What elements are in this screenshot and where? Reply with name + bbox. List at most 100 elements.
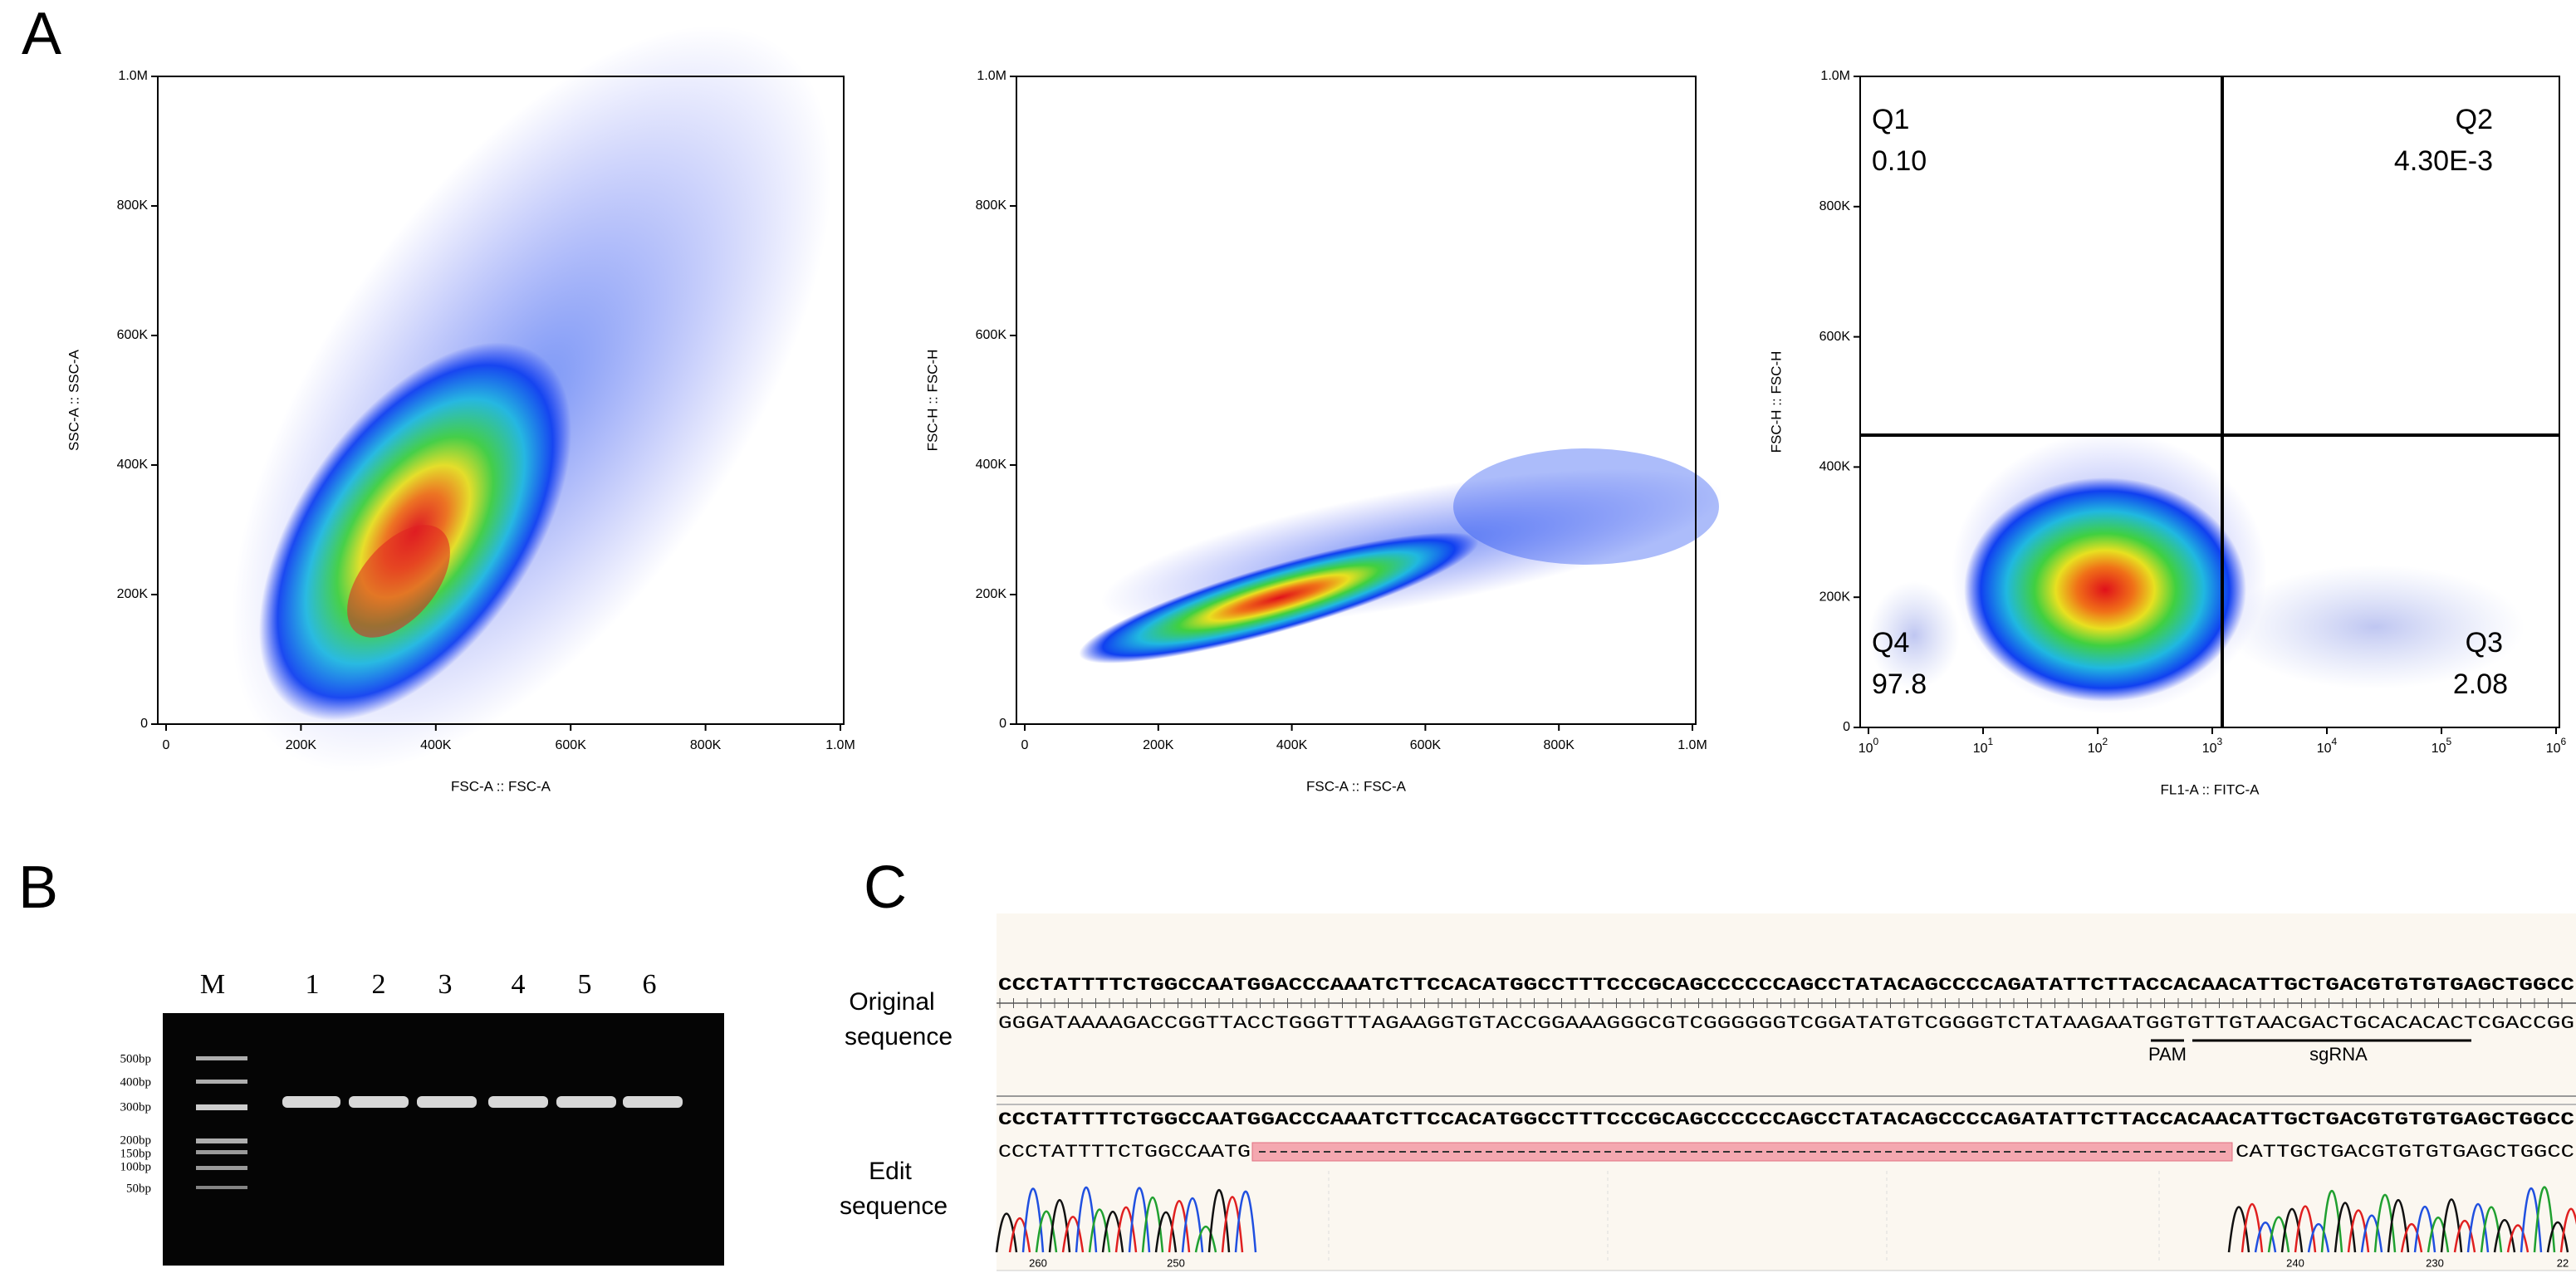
- sequence: GGGATAAAAGACCGGTTACCTGGGTTTAGAAGGTGTACCG…: [998, 1013, 2574, 1034]
- trace-peak: [2360, 1214, 2383, 1253]
- trace-peak: [2453, 1220, 2476, 1253]
- trace-peak: [1194, 1225, 1217, 1253]
- ladder-label: 400bp: [120, 1075, 152, 1089]
- ladder-label: 300bp: [120, 1100, 152, 1114]
- trace-peak: [2506, 1224, 2529, 1253]
- trace-peak: [1128, 1187, 1151, 1253]
- lane-label: 5: [578, 969, 592, 1000]
- y-tick-label: 400K: [117, 458, 149, 472]
- tick-exp: 4: [2332, 736, 2338, 747]
- trace-peak: [2533, 1186, 2556, 1253]
- trace-peak: [2400, 1222, 2423, 1253]
- panel-label: B: [18, 854, 58, 921]
- tick-base: 10: [2088, 742, 2103, 756]
- trace-peak: [2254, 1222, 2277, 1253]
- trace-peak: [1008, 1217, 1031, 1253]
- sequence: CATTGCTGACGTGTGTGAGCTGGCC: [2236, 1142, 2574, 1163]
- trace-peak: [1101, 1210, 1124, 1253]
- trace-peak: [2546, 1222, 2569, 1253]
- tick-base: 10: [1973, 742, 1988, 756]
- y-tick-label: 0: [1843, 720, 1850, 734]
- x-tick-label: 101: [1973, 736, 1994, 756]
- x-tick-label: 106: [2546, 736, 2567, 756]
- y-tick-label: 1.0M: [1820, 69, 1850, 83]
- ladder-label: 50bp: [126, 1182, 151, 1195]
- position-label: 260: [1029, 1256, 1047, 1269]
- y-tick-label: 0: [999, 717, 1006, 731]
- x-tick-label: 100: [1859, 736, 1879, 756]
- density-plot: [1079, 448, 1723, 663]
- y-tick-label: 200K: [1819, 590, 1851, 604]
- position-label: 250: [1167, 1256, 1185, 1269]
- tick-base: 10: [1859, 742, 1873, 756]
- y-tick-label: 800K: [976, 198, 1007, 213]
- position-label: 22: [2557, 1256, 2569, 1269]
- row-label: Original: [849, 988, 934, 1016]
- y-tick-label: 400K: [976, 458, 1007, 472]
- lane-label: 4: [512, 969, 526, 1000]
- tick-base: 10: [2317, 742, 2332, 756]
- tick-base: 10: [2546, 742, 2561, 756]
- tick-exp: 3: [2217, 736, 2223, 747]
- quadrant-value: 97.8: [1872, 668, 1927, 700]
- tick-base: 10: [2202, 742, 2217, 756]
- y-tick-label: 800K: [117, 198, 149, 213]
- sequence-panel: [997, 913, 2576, 1271]
- trace-peak: [2520, 1187, 2543, 1253]
- y-tick-label: 800K: [1819, 199, 1851, 213]
- gel-bands: [196, 1056, 683, 1189]
- lane-label: 6: [643, 969, 657, 1000]
- ladder-label: 500bp: [120, 1052, 152, 1065]
- x-tick-label: 105: [2432, 736, 2452, 756]
- y-tick-label: 200K: [117, 587, 149, 601]
- y-axis-label: SSC-A :: SSC-A: [66, 349, 81, 451]
- lane-label: 3: [438, 969, 453, 1000]
- density-plot: [1868, 432, 2525, 714]
- x-axis-label: FSC-A :: FSC-A: [451, 778, 551, 794]
- quadrant-value: 2.08: [2453, 668, 2508, 700]
- x-axis-label: FSC-A :: FSC-A: [1306, 778, 1407, 794]
- chromatogram-grid: [1328, 1171, 2160, 1262]
- trace-peak: [1207, 1189, 1231, 1253]
- trace-peak: [2466, 1203, 2490, 1253]
- trace-peak: [1234, 1190, 1257, 1253]
- x-tick-label: 1.0M: [825, 738, 855, 752]
- ladder-label: 100bp: [120, 1160, 152, 1173]
- lane-label: 2: [372, 969, 386, 1000]
- panel-label: C: [864, 854, 907, 921]
- lane-label: 1: [306, 969, 320, 1000]
- x-axis-label: FL1-A :: FITC-A: [2160, 781, 2260, 797]
- y-tick-label: 600K: [1819, 330, 1851, 344]
- x-tick-label: 102: [2088, 736, 2108, 756]
- quadrant-value: 0.10: [1872, 145, 1927, 177]
- trace-peak: [1221, 1196, 1244, 1253]
- y-axis-label: FSC-H :: FSC-H: [1768, 351, 1784, 453]
- trace-peak: [1088, 1208, 1111, 1253]
- trace-peak: [2373, 1193, 2397, 1253]
- x-tick-label: 104: [2317, 736, 2338, 756]
- lane-label: M: [200, 969, 225, 1000]
- quadrant-name: Q2: [2456, 104, 2493, 135]
- sgrna-label: sgRNA: [2309, 1044, 2368, 1065]
- row-label: Edit: [869, 1158, 912, 1185]
- gel: [163, 1013, 724, 1266]
- x-tick-label: 600K: [556, 738, 587, 752]
- trace-peak: [1114, 1206, 1138, 1253]
- x-tick-label: 400K: [420, 738, 452, 752]
- plot-frame: [157, 76, 845, 725]
- sequence: CCCTATTTTCTGGCCAATG: [998, 1142, 1251, 1163]
- x-tick-label: 400K: [1276, 738, 1308, 752]
- ladder-label: 200bp: [120, 1134, 152, 1147]
- trace-peak: [2413, 1206, 2436, 1253]
- y-axis-label: FSC-H :: FSC-H: [924, 350, 940, 452]
- x-tick-label: 0: [163, 738, 170, 752]
- x-tick-label: 103: [2202, 736, 2223, 756]
- x-tick-label: 800K: [1544, 738, 1575, 752]
- panel-label: A: [22, 1, 61, 67]
- quadrant-value: 4.30E-3: [2394, 145, 2493, 177]
- position-label: 230: [2426, 1256, 2444, 1269]
- row-label: sequence: [840, 1192, 948, 1220]
- trace-peak: [2320, 1190, 2343, 1253]
- x-tick-label: 1.0M: [1677, 738, 1707, 752]
